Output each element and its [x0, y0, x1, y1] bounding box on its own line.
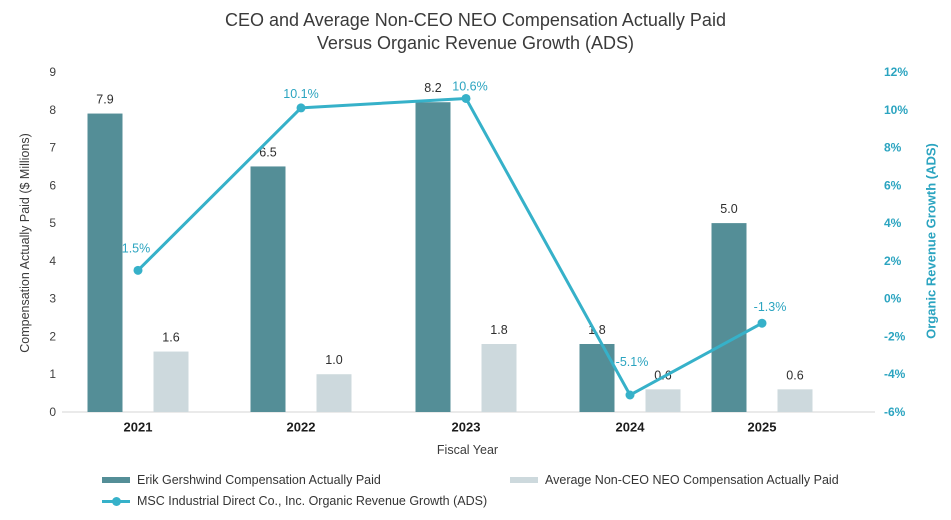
ceo-bar [711, 223, 747, 412]
neo-bar-legend-swatch [510, 477, 538, 483]
growth-value-label: -1.3% [754, 300, 787, 314]
left-axis-tick: 4 [49, 254, 56, 268]
growth-line-marker [461, 93, 471, 103]
ceo-bar-value-label: 7.9 [96, 93, 113, 107]
right-axis-tick: 8% [884, 141, 902, 155]
right-axis-tick: 12% [884, 65, 908, 79]
left-axis-title: Compensation Actually Paid ($ Millions) [18, 133, 32, 353]
chart-title-line1: CEO and Average Non-CEO NEO Compensation… [225, 10, 726, 30]
growth-line-marker [625, 390, 635, 400]
left-axis-tick: 8 [49, 103, 56, 117]
year-label: 2024 [616, 420, 646, 435]
neo-bar-value-label: 1.8 [490, 323, 507, 337]
ceo-bar-value-label: 8.2 [424, 81, 441, 95]
neo-bar [777, 389, 813, 412]
right-axis-tick: 2% [884, 254, 902, 268]
chart-title: CEO and Average Non-CEO NEO Compensation… [0, 9, 951, 55]
legend-label-neo: Average Non-CEO NEO Compensation Actuall… [545, 473, 839, 487]
neo-bar [645, 389, 681, 412]
ceo-bar-legend-swatch [102, 477, 130, 483]
right-axis-title: Organic Revenue Growth (ADS) [923, 143, 939, 339]
year-label: 2021 [124, 420, 153, 435]
x-axis-title: Fiscal Year [436, 443, 499, 457]
left-axis-tick: 9 [49, 65, 56, 79]
growth-value-label: 10.1% [283, 87, 318, 101]
ceo-bar [87, 113, 123, 413]
right-axis-tick: 0% [884, 292, 902, 306]
neo-bar [153, 351, 189, 412]
growth-value-label: -5.1% [616, 355, 649, 369]
left-axis-tick: 0 [49, 405, 56, 419]
ceo-bar [415, 102, 451, 412]
left-axis-tick: 3 [49, 292, 56, 306]
growth-line-marker [296, 103, 306, 113]
left-axis-tick: 2 [49, 329, 56, 343]
growth-line-marker [757, 318, 767, 328]
left-axis-tick: 6 [49, 178, 56, 192]
legend-item-ceo: Erik Gershwind Compensation Actually Pai… [102, 473, 381, 487]
neo-bar [481, 344, 517, 412]
year-label: 2023 [452, 420, 481, 435]
chart-title-line2: Versus Organic Revenue Growth (ADS) [316, 33, 635, 53]
ceo-bar [250, 166, 286, 412]
left-axis-tick: 7 [49, 141, 56, 155]
neo-bar-value-label: 1.6 [162, 331, 179, 345]
legend-label-growth: MSC Industrial Direct Co., Inc. Organic … [137, 494, 488, 508]
legend-label-ceo: Erik Gershwind Compensation Actually Pai… [137, 473, 381, 487]
right-axis-tick: -2% [884, 329, 906, 343]
year-label: 2025 [748, 420, 777, 435]
ceo-bar-value-label: 5.0 [720, 202, 737, 216]
left-axis-tick: 5 [49, 216, 56, 230]
ceo-bar [579, 344, 615, 412]
right-axis-tick: 6% [884, 178, 902, 192]
growth-line-legend-swatch [102, 496, 130, 506]
legend-item-neo: Average Non-CEO NEO Compensation Actuall… [510, 473, 839, 487]
growth-line-marker [133, 265, 143, 275]
right-axis-tick: -6% [884, 405, 906, 419]
right-axis-tick: 10% [884, 103, 908, 117]
year-label: 2022 [287, 420, 316, 435]
right-axis-tick: -4% [884, 367, 906, 381]
neo-bar [316, 374, 352, 412]
neo-bar-value-label: 0.6 [786, 368, 803, 382]
legend-item-growth: MSC Industrial Direct Co., Inc. Organic … [102, 494, 487, 508]
ceo-bar-value-label: 6.5 [259, 145, 276, 159]
left-axis-tick: 1 [49, 367, 56, 381]
growth-value-label: 10.6% [452, 79, 487, 93]
growth-value-label: 1.5% [122, 241, 151, 255]
neo-bar-value-label: 1.0 [325, 353, 342, 367]
right-axis-tick: 4% [884, 216, 902, 230]
